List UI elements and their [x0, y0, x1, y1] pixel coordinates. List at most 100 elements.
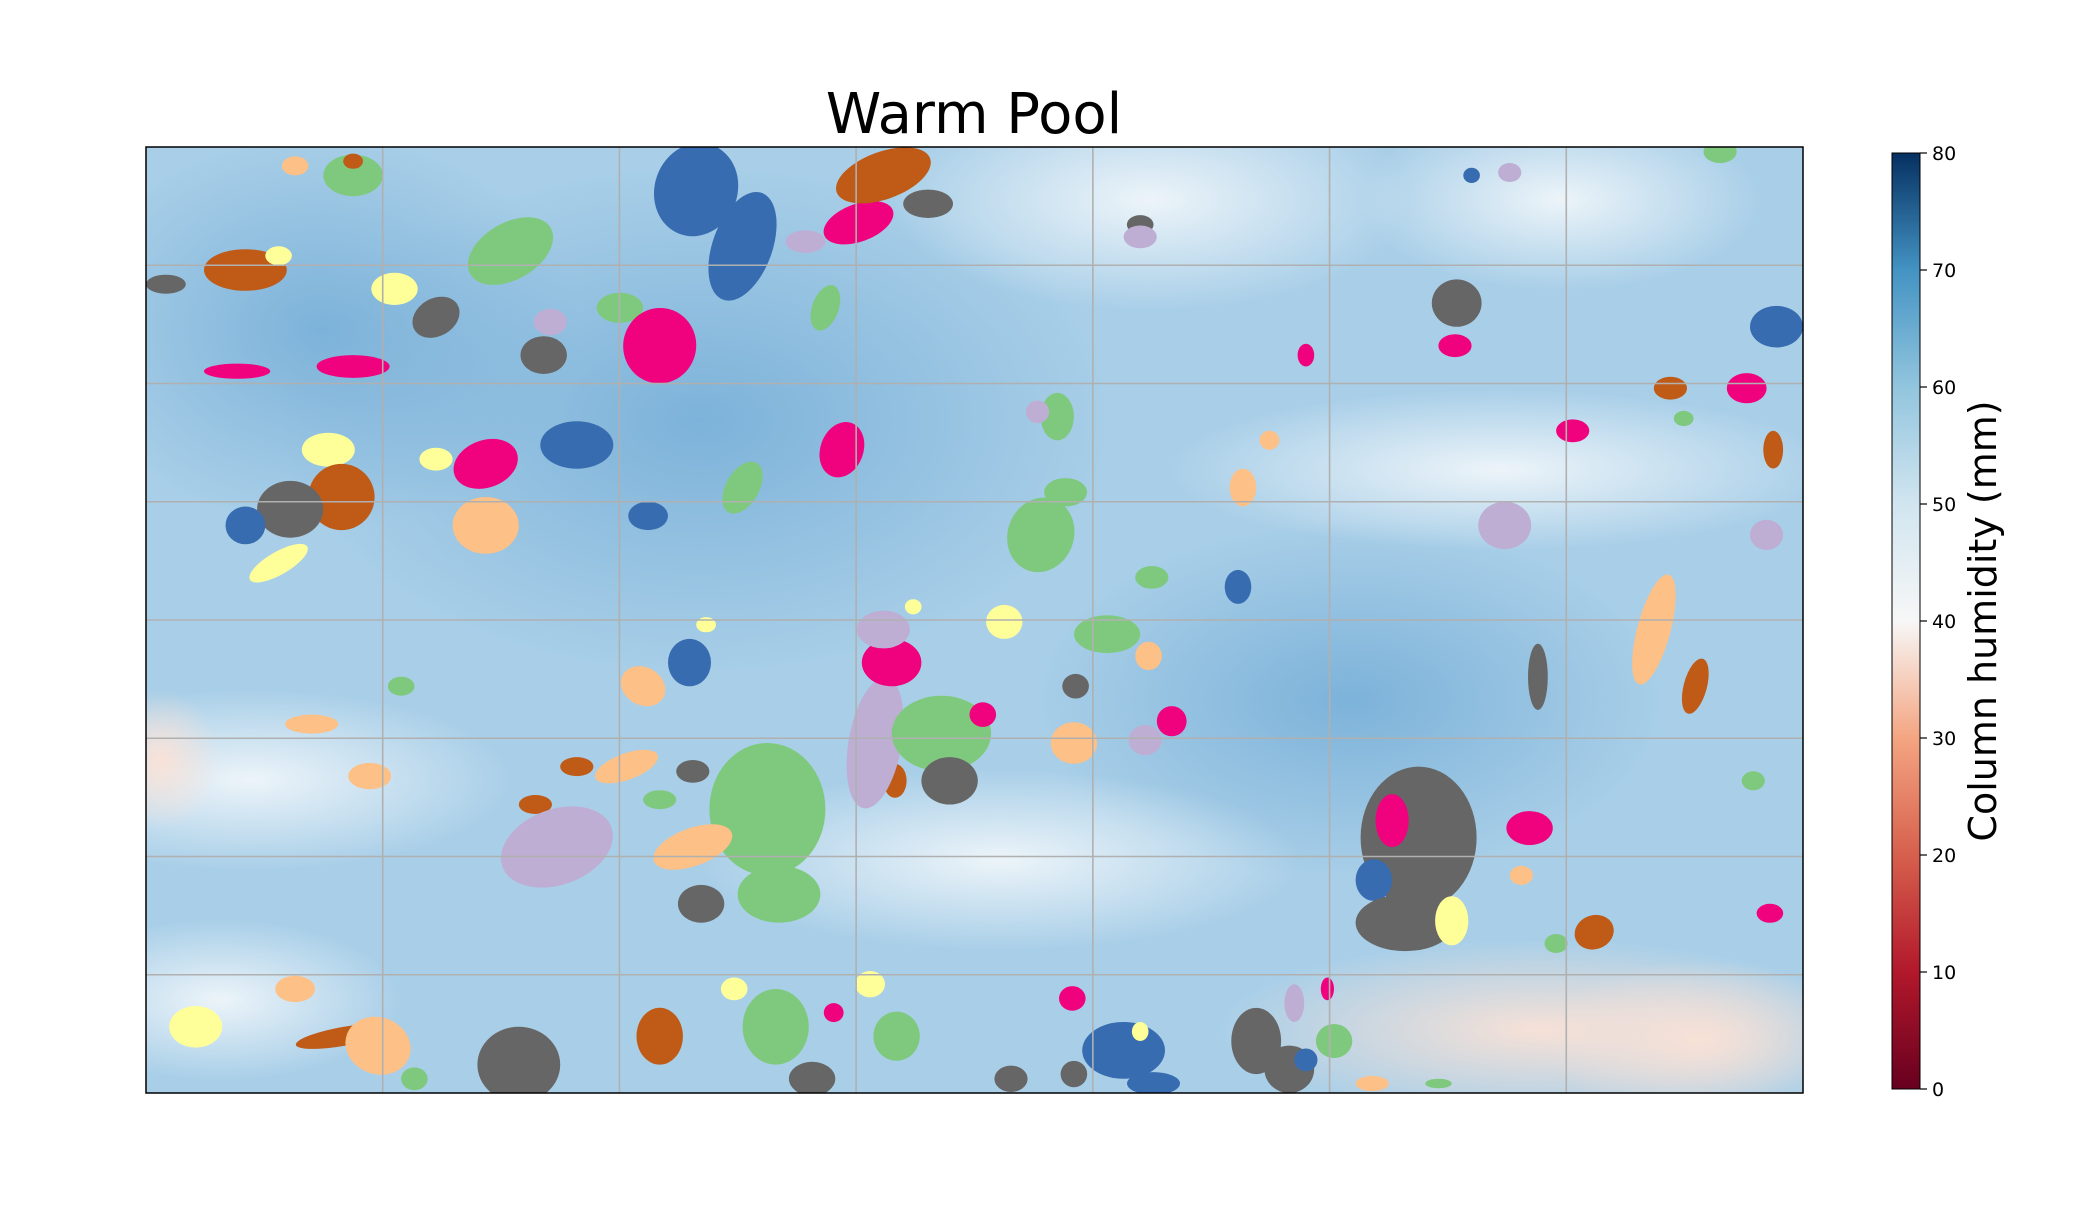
convective-object: [1726, 373, 1767, 404]
chart-title: Warm Pool: [826, 82, 1122, 147]
convective-object: [904, 599, 922, 615]
convective-object: [823, 200, 894, 245]
convective-object: [1673, 410, 1694, 427]
grid-lines: [146, 147, 1803, 1093]
convective-object: [835, 147, 931, 204]
convective-object: [1438, 334, 1472, 358]
convective-object: [623, 307, 697, 384]
colorbar-tick-label: 20: [1932, 845, 1956, 867]
convective-object: [1632, 574, 1676, 685]
convective-object: [709, 743, 826, 876]
convective-object: [204, 363, 271, 379]
convective-object: [636, 1007, 683, 1065]
convective-object: [477, 1026, 561, 1093]
colorbar-tick-label: 80: [1932, 143, 1956, 165]
colorbar-tick-label: 40: [1932, 611, 1956, 633]
convective-object: [856, 610, 910, 649]
convective-object: [1498, 163, 1522, 182]
moist-region: [1030, 520, 1670, 880]
convective-object: [861, 638, 922, 687]
convective-object: [1007, 497, 1075, 573]
convective-object: [1294, 1048, 1318, 1072]
convective-object: [467, 217, 554, 285]
convective-object: [788, 1061, 836, 1093]
dry-region: [1170, 390, 1803, 550]
convective-object: [737, 865, 821, 923]
convective-object: [453, 438, 518, 489]
convective-object: [323, 154, 383, 197]
convective-object: [1060, 1060, 1088, 1088]
convective-object: [1375, 794, 1409, 848]
very-dry-region: [1540, 960, 1803, 1093]
convective-object: [345, 1016, 411, 1075]
convective-object: [994, 1065, 1028, 1093]
convective-objects: [146, 147, 1803, 1093]
convective-object: [343, 153, 363, 169]
colorbar-tick-label: 10: [1932, 962, 1956, 984]
convective-object: [308, 463, 375, 531]
convective-object: [921, 757, 978, 805]
convective-object: [500, 806, 613, 888]
convective-object: [387, 676, 415, 696]
convective-object: [225, 506, 266, 545]
dry-region: [146, 920, 400, 1080]
convective-object: [1082, 1022, 1165, 1079]
convective-object: [846, 677, 904, 809]
convective-object: [540, 421, 614, 469]
convective-object: [1320, 977, 1334, 1001]
colorbar-tick-label: 60: [1932, 377, 1956, 399]
convective-object: [668, 638, 711, 687]
convective-object: [1355, 1075, 1389, 1092]
convective-object: [1040, 392, 1074, 441]
colorbar: 0 10 20 30 40 50 60 70 80 Column humidity (mm): [1891, 143, 2005, 1101]
convective-object: [855, 971, 885, 998]
convective-object: [676, 760, 710, 783]
convective-object: [1059, 986, 1086, 1011]
convective-object: [620, 666, 666, 707]
convective-object: [146, 274, 186, 294]
convective-object: [722, 461, 763, 514]
convective-object: [1574, 914, 1614, 950]
convective-object: [720, 977, 748, 1001]
convective-object: [1355, 894, 1456, 952]
convective-object: [301, 432, 355, 467]
convective-object: [285, 714, 339, 734]
convective-object: [419, 447, 453, 471]
colorbar-tick-label: 70: [1932, 260, 1956, 282]
dry-region: [700, 770, 1300, 950]
convective-object: [1763, 430, 1784, 469]
convective-object: [1315, 1024, 1353, 1058]
convective-object: [249, 543, 308, 583]
convective-object: [810, 285, 841, 331]
convective-object: [275, 975, 315, 1003]
plot-area: [146, 147, 1803, 1093]
convective-object: [891, 695, 992, 772]
convective-object: [1435, 896, 1469, 946]
convective-object: [412, 296, 460, 338]
humidity-texture: [146, 147, 1803, 1093]
moist-region: [146, 147, 580, 530]
convective-object: [169, 1006, 223, 1048]
convective-object: [903, 189, 953, 218]
colorbar-label: Column humidity (mm): [1961, 400, 2005, 841]
convective-object: [1284, 984, 1305, 1022]
convective-object: [1463, 167, 1480, 183]
convective-object: [653, 147, 739, 237]
convective-object: [873, 1011, 920, 1061]
convective-object: [696, 617, 716, 633]
convective-object: [677, 884, 725, 923]
colorbar-tick-label: 0: [1932, 1079, 1944, 1101]
convective-object: [1297, 343, 1315, 367]
convective-object: [1135, 566, 1169, 589]
convective-object: [1703, 147, 1737, 164]
convective-object: [1123, 225, 1157, 249]
very-dry-region: [146, 690, 220, 830]
convective-object: [1556, 419, 1590, 443]
convective-object: [520, 336, 567, 374]
colorbar-ticks: 0 10 20 30 40 50 60 70 80: [1920, 143, 1956, 1101]
dry-region: [146, 690, 510, 870]
convective-object: [1756, 903, 1784, 923]
convective-object: [1681, 658, 1709, 714]
convective-object: [1750, 305, 1803, 348]
